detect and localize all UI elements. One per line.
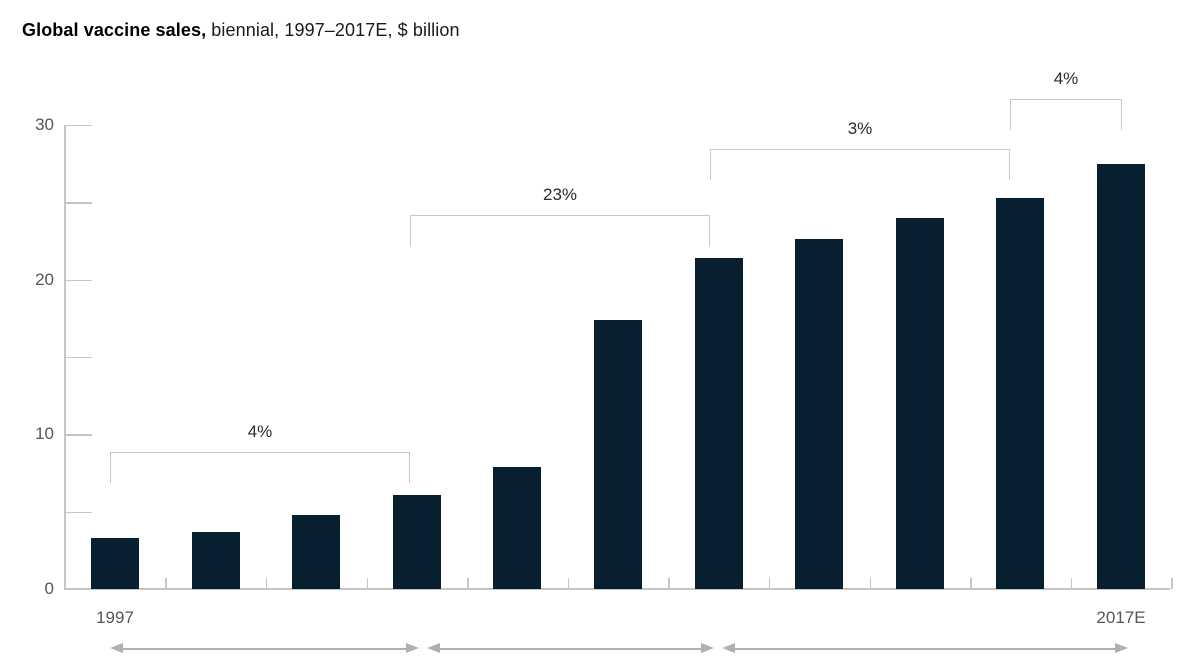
arrow-line	[121, 648, 408, 650]
x-tick	[467, 578, 469, 589]
x-tick	[366, 578, 368, 589]
x-axis-line	[64, 588, 1170, 590]
bar	[895, 217, 944, 589]
chart-title: Global vaccine sales, biennial, 1997–201…	[22, 20, 460, 41]
arrow-line	[438, 648, 703, 650]
y-tick-major	[64, 434, 92, 436]
bar	[493, 466, 542, 589]
y-tick-minor	[64, 356, 92, 359]
arrow-right-icon	[701, 643, 714, 653]
arrow-left-icon	[722, 643, 735, 653]
growth-rate-label: 4%	[1053, 69, 1079, 88]
growth-rate-label: 4%	[247, 422, 273, 441]
x-tick	[768, 578, 771, 589]
bar	[996, 197, 1045, 589]
period-arrow	[110, 643, 419, 655]
x-tick	[567, 578, 570, 589]
growth-rate-label: 3%	[847, 119, 873, 138]
growth-bracket	[110, 452, 410, 483]
x-tick	[1171, 578, 1173, 589]
arrow-right-icon	[406, 643, 419, 653]
growth-rate-label: 23%	[542, 185, 578, 204]
growth-bracket	[710, 149, 1010, 180]
x-tick	[165, 578, 167, 589]
y-tick-minor	[64, 511, 92, 514]
x-axis-label: 1997	[96, 608, 134, 627]
chart-title-main: Global vaccine sales,	[22, 20, 207, 40]
x-tick	[265, 578, 268, 589]
period-arrow	[427, 643, 714, 655]
x-tick	[668, 578, 670, 589]
arrow-left-icon	[427, 643, 440, 653]
growth-bracket	[1010, 99, 1122, 130]
arrow-line	[733, 648, 1117, 650]
bar	[292, 514, 341, 589]
y-axis-label: 30	[35, 114, 54, 134]
arrow-right-icon	[1115, 643, 1128, 653]
x-tick	[970, 578, 972, 589]
bar	[694, 257, 743, 589]
y-axis-label: 0	[44, 579, 54, 598]
bar	[91, 537, 139, 589]
x-tick	[869, 578, 871, 589]
y-tick-major	[64, 124, 92, 127]
bar	[1097, 163, 1145, 589]
y-tick-minor	[64, 202, 92, 204]
bar	[594, 319, 642, 589]
bar	[392, 494, 441, 589]
arrow-left-icon	[110, 643, 123, 653]
y-tick-major	[64, 279, 92, 282]
growth-bracket	[410, 215, 710, 246]
y-axis-label: 20	[35, 269, 54, 289]
bar	[795, 239, 844, 589]
period-arrow	[722, 643, 1128, 655]
chart-title-subtitle: biennial, 1997–2017E, $ billion	[206, 20, 460, 40]
y-axis-label: 10	[35, 424, 54, 444]
x-tick	[1070, 578, 1073, 589]
bar	[191, 531, 240, 589]
x-axis-label: 2017E	[1096, 608, 1146, 627]
